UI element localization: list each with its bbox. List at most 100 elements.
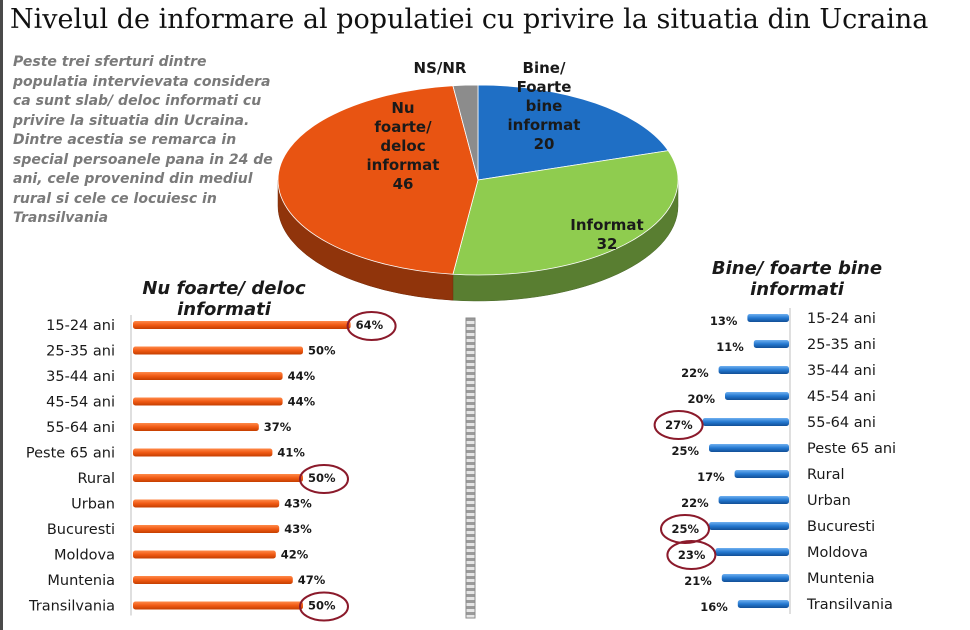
bar-value-label: 16% xyxy=(700,600,728,614)
bar-value-label: 42% xyxy=(281,548,309,562)
bar-35-44-ani xyxy=(718,366,789,374)
pie-value-label: 46 xyxy=(393,175,414,193)
bar-chart-title: Nu foarte/ deloc xyxy=(142,278,306,299)
pie-slice-label: deloc xyxy=(380,137,425,155)
bar-value-label: 37% xyxy=(264,420,292,434)
bar-15-24-ani xyxy=(133,321,351,329)
highlight-circle xyxy=(653,410,704,440)
bar-category-label: Rural xyxy=(78,471,116,487)
bar-category-label: 45-54 ani xyxy=(807,389,876,405)
bar-value-label: 41% xyxy=(277,446,305,460)
bar-value-label: 25% xyxy=(671,444,699,458)
pie-slice-label: informat xyxy=(367,156,440,174)
bar-category-label: Transilvania xyxy=(28,599,115,615)
bar-value-label: 11% xyxy=(716,340,744,354)
bar-category-label: 25-35 ani xyxy=(807,337,876,353)
bar-category-label: Peste 65 ani xyxy=(26,446,115,462)
bar-category-label: Transilvania xyxy=(806,597,893,613)
bar-value-label: 27% xyxy=(665,418,693,432)
bar-value-label: 44% xyxy=(288,369,316,383)
bar-value-label: 22% xyxy=(681,366,709,380)
bar-value-label: 50% xyxy=(308,344,336,358)
bar-category-label: Rural xyxy=(807,467,845,483)
bar-value-label: 64% xyxy=(356,318,384,332)
pie-value-label: 20 xyxy=(534,135,555,153)
bar-urban xyxy=(133,499,280,508)
bar-value-label: 47% xyxy=(298,573,326,587)
slide-left-border xyxy=(0,0,3,630)
bar-moldova xyxy=(133,550,276,559)
pie-slice-informat xyxy=(452,150,679,276)
intro-text: Peste trei sferturi dintre populatia int… xyxy=(13,54,273,226)
highlight-circle xyxy=(346,311,397,341)
pie-slice-label: bine xyxy=(526,97,563,115)
bar-muntenia xyxy=(721,574,789,582)
bar-category-label: 55-64 ani xyxy=(807,415,876,431)
bar-urban xyxy=(718,496,789,504)
bar-chart-title: informati xyxy=(750,279,845,300)
bar-category-label: Bucuresti xyxy=(807,519,875,535)
bar-category-label: Moldova xyxy=(54,548,115,564)
bar-value-label: 22% xyxy=(681,496,709,510)
bar-value-label: 13% xyxy=(710,314,738,328)
bar-value-label: 43% xyxy=(284,497,312,511)
pie-slice-label: NS/NR xyxy=(414,59,467,77)
pie-value-label: 32 xyxy=(597,235,618,253)
bar-category-label: 35-44 ani xyxy=(807,363,876,379)
pie-slice-label: foarte/ xyxy=(374,118,432,136)
pie-chart: Bine/Foartebineinformat20Informat32Nufoa… xyxy=(277,59,679,302)
bar-bucuresti xyxy=(709,522,789,530)
bar-category-label: 55-64 ani xyxy=(46,420,115,436)
pie-slice-label: Nu xyxy=(391,99,414,117)
page-title: Nivelul de informare al populatiei cu pr… xyxy=(10,4,929,35)
bar-category-label: 15-24 ani xyxy=(46,318,115,334)
bar-category-label: 45-54 ani xyxy=(46,395,115,411)
pie-slice-ns-nr xyxy=(452,84,479,181)
bar-value-label: 20% xyxy=(687,392,715,406)
bar-value-label: 43% xyxy=(284,522,312,536)
bar-25-35-ani xyxy=(133,346,303,355)
bar-value-label: 50% xyxy=(308,599,336,613)
bar-category-label: 35-44 ani xyxy=(46,369,115,385)
bar-value-label: 21% xyxy=(684,574,712,588)
bar-peste-65-ani xyxy=(133,448,273,457)
bar-45-54-ani xyxy=(133,397,283,406)
bar-value-label: 44% xyxy=(288,395,316,409)
separator-bar xyxy=(465,317,476,619)
bar-category-label: Peste 65 ani xyxy=(807,441,896,457)
bar-peste-65-ani xyxy=(709,444,789,452)
highlight-circle xyxy=(660,514,710,544)
bar-value-label: 50% xyxy=(308,471,336,485)
bar-value-label: 17% xyxy=(697,470,725,484)
bar-chart-title: Bine/ foarte bine xyxy=(712,258,882,279)
bar-45-54-ani xyxy=(725,392,789,400)
bar-chart-title: informati xyxy=(177,299,272,320)
bar-category-label: Muntenia xyxy=(807,571,875,587)
bar-category-label: Muntenia xyxy=(47,573,115,589)
bar-25-35-ani xyxy=(753,340,789,348)
bar-15-24-ani xyxy=(747,314,789,322)
bar-value-label: 25% xyxy=(671,522,699,536)
bar-category-label: Urban xyxy=(807,493,851,509)
highlight-circle xyxy=(299,464,349,494)
bar-rural xyxy=(734,470,789,478)
pie-slice-bine-foarte-bine-informat xyxy=(477,84,669,181)
bar-35-44-ani xyxy=(133,372,283,380)
bar-rural xyxy=(133,474,303,482)
pie-slice-label: informat xyxy=(508,116,581,134)
bar-category-label: Bucuresti xyxy=(47,522,115,538)
bar-value-label: 23% xyxy=(678,548,706,562)
bar-55-64-ani xyxy=(702,418,789,426)
bar-transilvania xyxy=(737,600,789,608)
pie-slice-label: Informat xyxy=(570,216,643,234)
bar-category-label: 15-24 ani xyxy=(807,311,876,327)
bar-category-label: Moldova xyxy=(807,545,868,561)
highlight-circle xyxy=(666,540,717,570)
bar-55-64-ani xyxy=(133,423,259,431)
bar-muntenia xyxy=(133,576,293,584)
bar-transilvania xyxy=(133,601,303,610)
